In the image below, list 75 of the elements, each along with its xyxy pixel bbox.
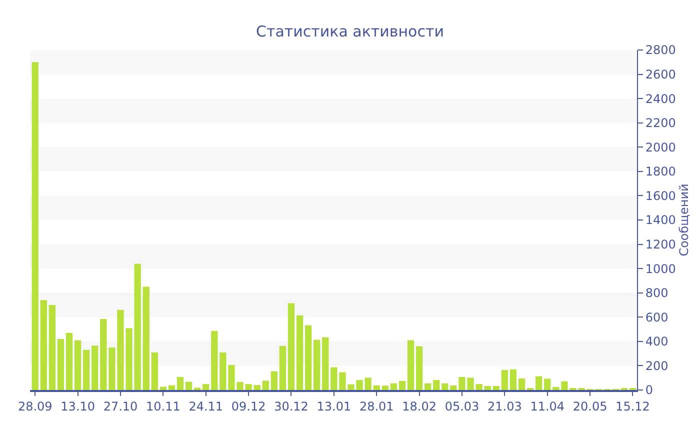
bar	[288, 303, 295, 390]
bar	[176, 377, 184, 390]
bar	[382, 386, 388, 390]
chart-title: Статистика активности	[256, 22, 444, 40]
y-tick-label: 2000	[645, 140, 676, 154]
x-tick-label: 20.05	[572, 399, 608, 414]
bar	[142, 286, 150, 390]
bar	[501, 370, 508, 390]
y-tick-label: 800	[645, 286, 668, 300]
y-tick-label: 1400	[645, 213, 676, 228]
bar	[407, 340, 414, 390]
bar	[262, 380, 269, 390]
bar	[296, 315, 304, 390]
y-tick-label: 200	[645, 358, 668, 373]
bar	[92, 346, 98, 390]
bar	[518, 378, 526, 390]
x-tick-label: 27.10	[103, 399, 138, 414]
bar	[373, 385, 380, 390]
bar	[66, 332, 73, 390]
bar	[510, 369, 517, 390]
y-tick-label: 400	[645, 334, 668, 349]
bar	[202, 384, 210, 390]
y-tick-label: 0	[645, 383, 654, 398]
bar	[390, 383, 398, 390]
bar	[168, 385, 176, 390]
x-tick-label: 21.03	[487, 399, 522, 414]
bar	[424, 383, 432, 390]
bar	[48, 305, 56, 390]
bar	[364, 378, 372, 390]
x-tick-label: 10.11	[146, 399, 180, 414]
bar	[535, 376, 542, 390]
x-tick-label: 18.02	[402, 399, 436, 414]
bar	[270, 371, 278, 390]
bar	[32, 62, 38, 390]
bar	[57, 339, 64, 390]
y-axis-title: Сообщений	[676, 184, 691, 256]
bar	[304, 325, 312, 390]
x-tick-label: 13.01	[316, 399, 352, 414]
y-tick-label: 1800	[645, 164, 676, 179]
y-tick-label: 600	[645, 310, 668, 324]
x-tick-label: 15.12	[616, 399, 650, 414]
x-tick-label: 28.09	[18, 399, 52, 414]
bar	[83, 350, 90, 390]
bar	[433, 380, 440, 390]
bar	[442, 383, 448, 390]
bar	[322, 337, 329, 390]
x-tick-label: 05.03	[444, 399, 480, 414]
bar	[254, 385, 260, 390]
bar	[40, 300, 47, 390]
y-tick-label: 1200	[645, 237, 676, 252]
bar	[398, 381, 406, 390]
y-tick-label: 2600	[645, 67, 676, 82]
y-tick-label: 2400	[645, 92, 676, 106]
bar	[416, 346, 423, 390]
x-tick-label: 28.01	[359, 399, 394, 414]
bar	[211, 330, 218, 390]
x-tick-label: 11.04	[530, 399, 565, 414]
bar	[544, 378, 551, 390]
bar	[552, 386, 560, 390]
x-tick-label: 09.12	[231, 399, 266, 414]
y-tick-label: 1600	[645, 188, 676, 203]
y-tick-label: 2800	[645, 43, 676, 58]
bar	[185, 382, 192, 390]
x-tick-label: 30.12	[274, 399, 308, 414]
x-tick-label: 24.11	[188, 399, 224, 414]
y-tick-label: 1000	[645, 262, 676, 276]
bar	[492, 386, 500, 390]
bar	[151, 352, 158, 390]
bar	[279, 346, 286, 390]
bar	[74, 340, 82, 390]
bar	[484, 386, 491, 390]
y-tick-label: 2200	[645, 116, 676, 130]
x-tick-label: 13.10	[60, 399, 95, 414]
bar	[160, 386, 167, 390]
bar	[314, 340, 320, 390]
